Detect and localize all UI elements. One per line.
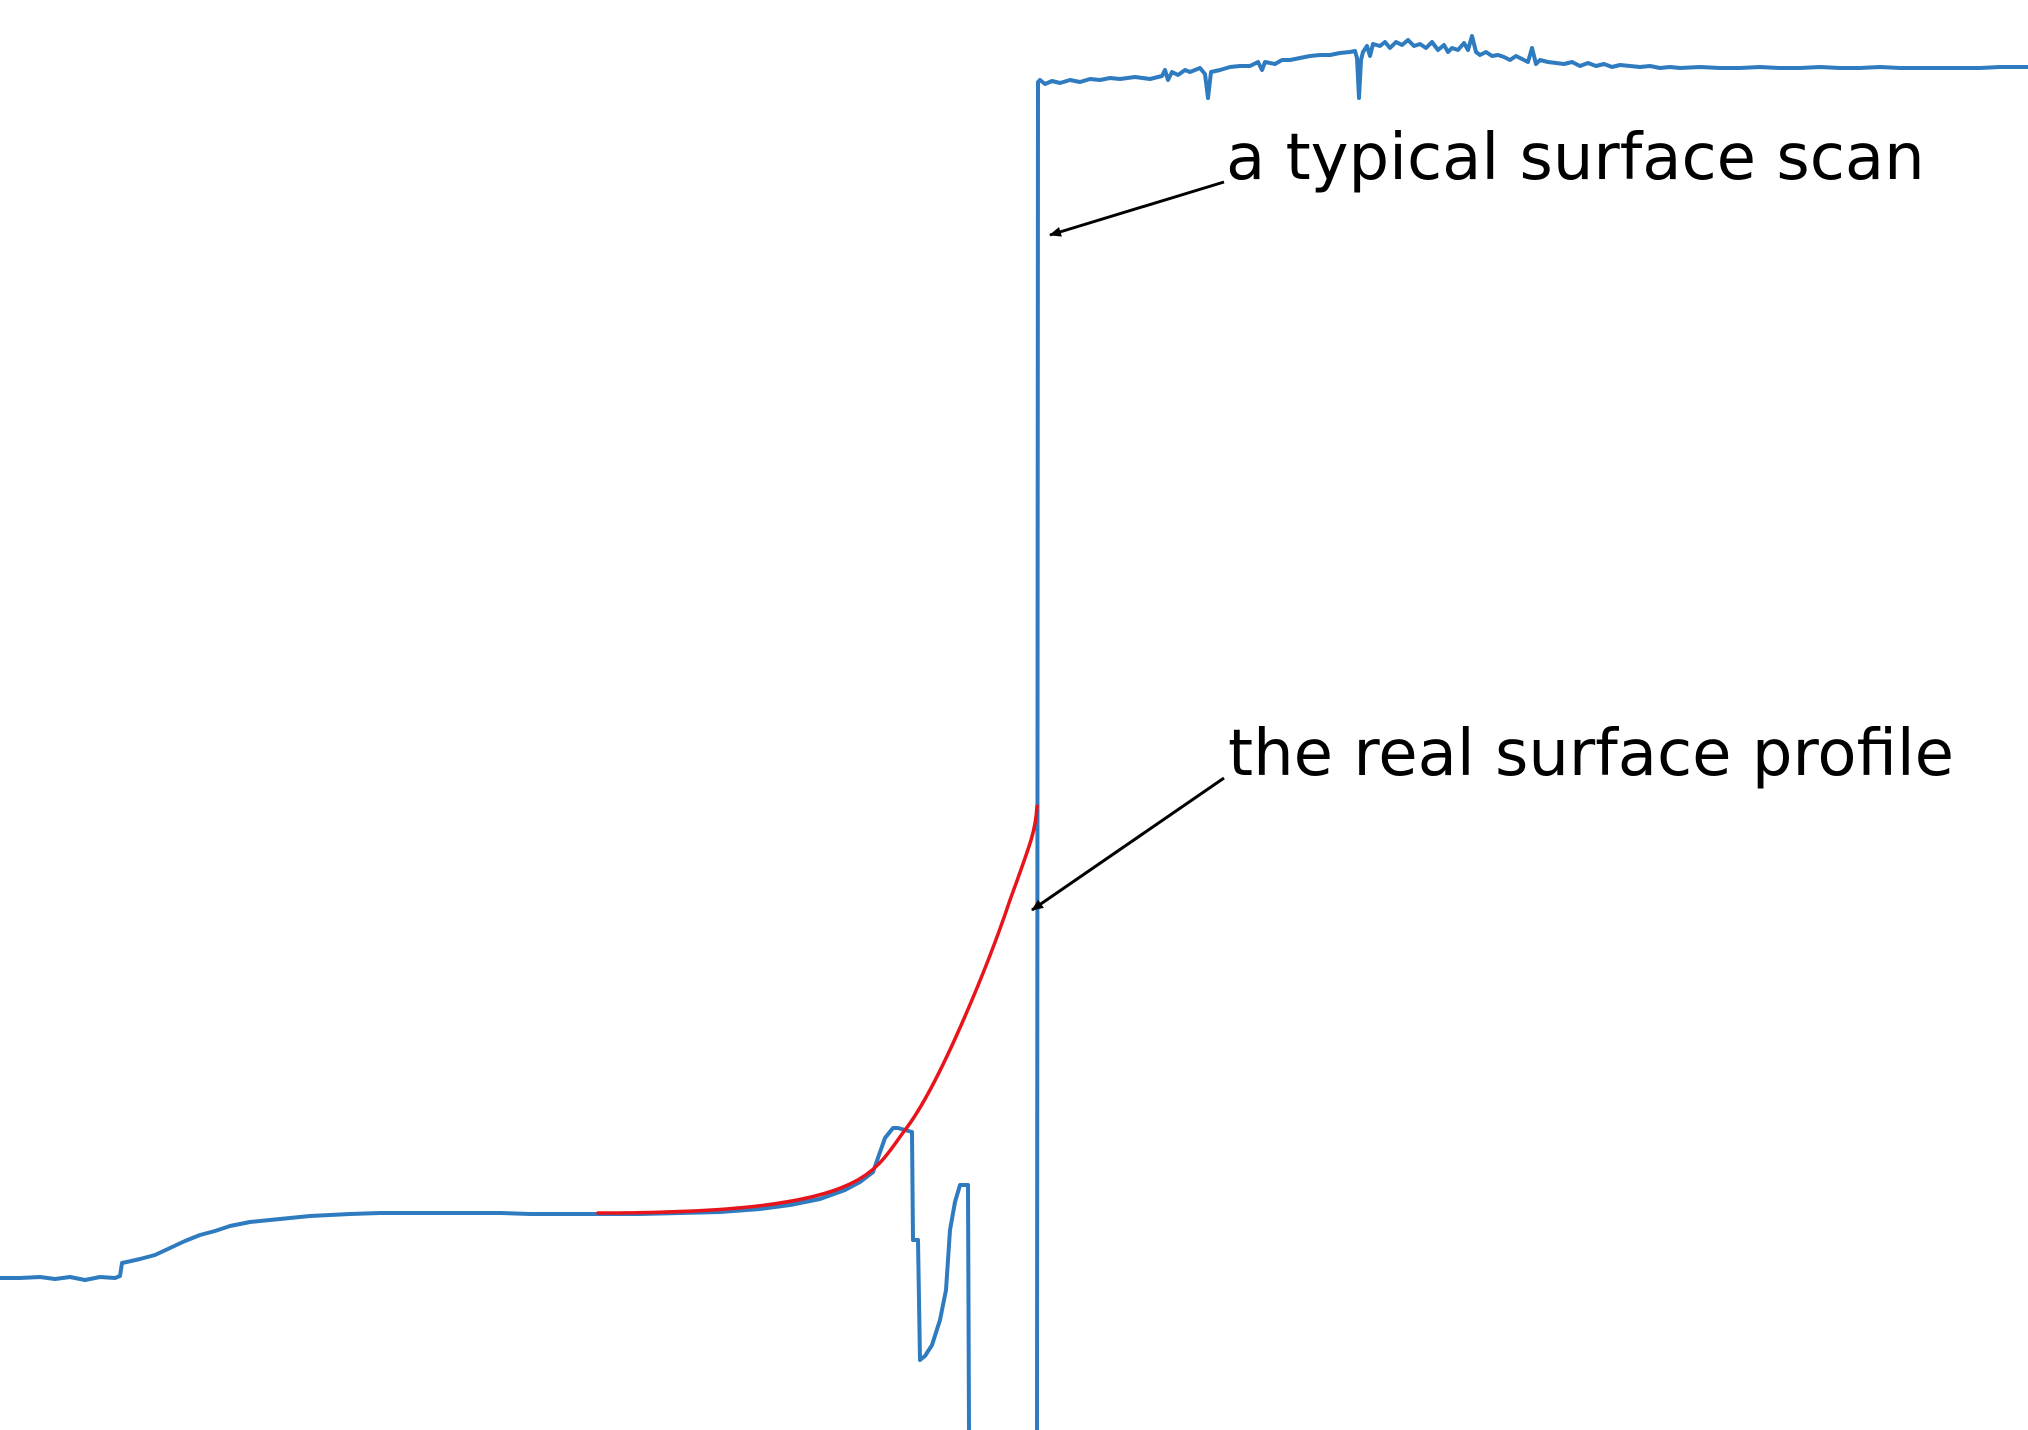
scan-arrow [1049,180,1225,237]
real-surface-profile-curve [596,804,1039,1215]
surface-scan-step-segment [1035,34,2028,1430]
profile-arrow [1031,776,1225,912]
scan-annotation-label: a typical surface scan [1226,121,1925,195]
surface-scan-left-segment [0,1126,971,1430]
profile-annotation-label: the real surface profile [1228,717,1955,791]
